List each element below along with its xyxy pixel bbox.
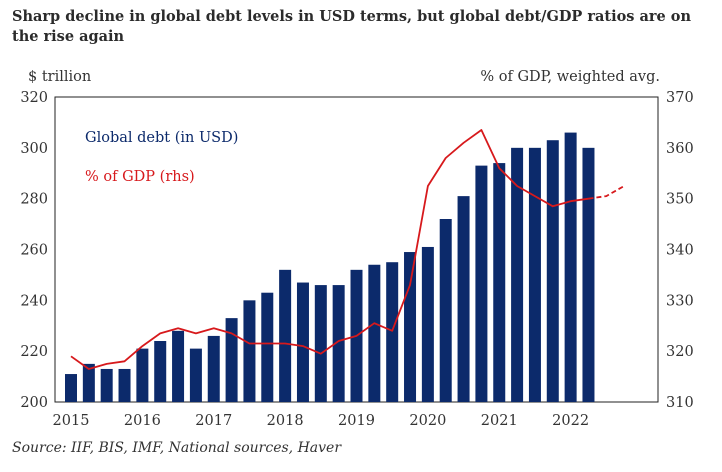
left-axis-ticks: 200 220 240 260 280 300 320	[20, 90, 48, 411]
line-series	[70, 129, 625, 370]
debt-bar	[261, 292, 274, 402]
debt-bar	[421, 246, 434, 402]
debt-bar	[189, 348, 202, 402]
right-tick-label: 320	[666, 344, 694, 360]
debt-bar	[439, 219, 452, 402]
debt-bar	[82, 363, 95, 402]
debt-bar	[118, 368, 131, 402]
debt-bar	[546, 140, 559, 403]
debt-bar	[511, 147, 524, 402]
debt-bar	[154, 341, 167, 402]
debt-bar	[279, 269, 292, 402]
left-tick-label: 300	[20, 141, 48, 157]
debt-bar	[207, 335, 220, 402]
gdp-ratio-line	[70, 129, 589, 370]
debt-bar	[493, 163, 506, 402]
left-axis-label: $ trillion	[28, 69, 91, 85]
x-tick-label: 2016	[124, 413, 161, 429]
debt-bar	[136, 348, 149, 402]
legend-gdp: % of GDP (rhs)	[85, 169, 195, 185]
debt-bar	[582, 147, 595, 402]
x-tick-label: 2021	[481, 413, 518, 429]
chart-title: Sharp decline in global debt levels in U…	[12, 8, 692, 45]
debt-bar	[528, 147, 541, 402]
debt-bar	[386, 262, 399, 402]
debt-bar	[243, 300, 256, 402]
right-tick-label: 350	[666, 192, 694, 208]
right-tick-label: 360	[666, 141, 694, 157]
gdp-ratio-projection-line	[588, 185, 625, 200]
debt-bar	[564, 132, 577, 403]
debt-bar	[332, 285, 345, 402]
right-tick-label: 310	[666, 395, 694, 411]
x-tick-label: 2015	[53, 413, 90, 429]
legend-debt: Global debt (in USD)	[85, 130, 238, 146]
left-tick-label: 200	[20, 395, 48, 411]
debt-bar	[296, 282, 309, 402]
debt-bar	[100, 368, 113, 402]
debt-bar	[225, 318, 238, 402]
x-axis-ticks: 2015 2016 2017 2018 2019 2020 2021 2022	[53, 413, 590, 429]
left-tick-label: 280	[20, 192, 48, 208]
left-tick-label: 240	[20, 293, 48, 309]
left-tick-label: 260	[20, 243, 48, 259]
right-tick-label: 340	[666, 243, 694, 259]
left-tick-label: 220	[20, 344, 48, 360]
debt-bar	[475, 165, 488, 402]
source-note: Source: IIF, BIS, IMF, National sources,…	[12, 440, 342, 456]
debt-bar	[368, 264, 381, 402]
left-tick-label: 320	[20, 90, 48, 106]
x-tick-label: 2022	[552, 413, 589, 429]
right-tick-label: 330	[666, 293, 694, 309]
debt-bar	[404, 252, 417, 402]
debt-bar	[314, 285, 327, 402]
x-tick-label: 2017	[195, 413, 232, 429]
debt-bar	[65, 374, 77, 402]
right-axis-ticks: 310 320 330 340 350 360 370	[666, 90, 694, 411]
debt-bar	[172, 330, 185, 402]
debt-bar	[457, 196, 470, 402]
x-tick-label: 2019	[338, 413, 375, 429]
x-tick-label: 2020	[409, 413, 446, 429]
right-axis-label: % of GDP, weighted avg.	[480, 69, 660, 85]
right-tick-label: 370	[666, 90, 694, 106]
x-tick-label: 2018	[267, 413, 304, 429]
